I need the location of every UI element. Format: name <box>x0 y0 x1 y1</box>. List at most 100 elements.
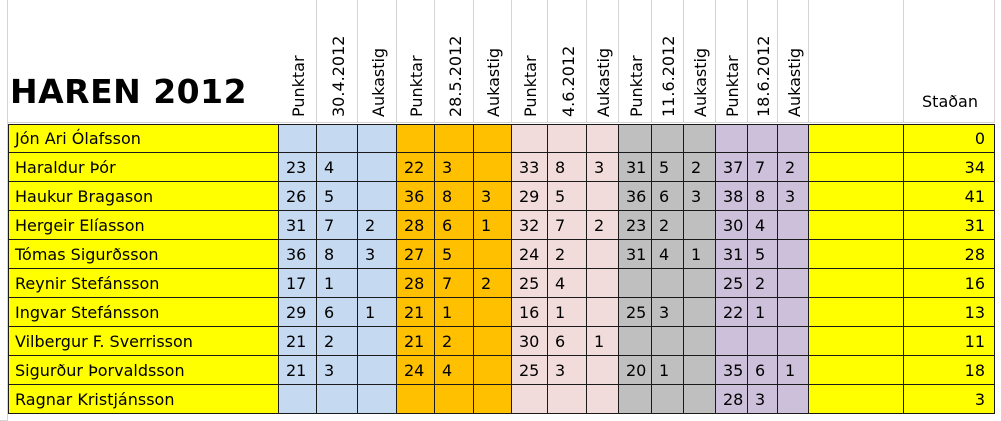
place-cell: 7 <box>317 211 358 240</box>
extra-points-cell: 3 <box>587 153 619 182</box>
standing-total: 3 <box>904 385 995 414</box>
points-cell: 30 <box>716 211 748 240</box>
standing-total: 34 <box>904 153 995 182</box>
place-cell: 5 <box>748 240 778 269</box>
points-cell <box>512 124 548 153</box>
points-cell: 31 <box>279 211 317 240</box>
extra-points-header-cell: Aukastig <box>587 0 619 123</box>
place-cell <box>435 124 474 153</box>
extra-points-cell <box>778 124 809 153</box>
extra-points-header: Aukastig <box>594 47 613 117</box>
place-cell: 1 <box>652 356 684 385</box>
place-cell: 4 <box>548 269 587 298</box>
date-header: 11.6.2012 <box>659 35 678 117</box>
place-cell: 8 <box>548 153 587 182</box>
date-header-cell: 28.5.2012 <box>435 0 474 123</box>
place-cell <box>652 124 684 153</box>
extra-points-cell <box>358 356 397 385</box>
header-cell <box>809 0 904 123</box>
extra-points-cell <box>358 269 397 298</box>
points-header: Punktar <box>407 55 426 117</box>
extra-points-cell <box>474 240 512 269</box>
blank-cell <box>809 298 904 327</box>
points-cell: 31 <box>619 153 652 182</box>
place-cell: 5 <box>435 240 474 269</box>
extra-points-cell <box>684 327 716 356</box>
date-header: 4.6.2012 <box>558 45 578 117</box>
points-cell: 29 <box>279 298 317 327</box>
points-cell: 36 <box>619 182 652 211</box>
blank-cell <box>809 327 904 356</box>
points-cell: 21 <box>397 298 435 327</box>
place-cell: 8 <box>317 240 358 269</box>
blank-cell <box>809 211 904 240</box>
points-cell: 35 <box>716 356 748 385</box>
extra-points-cell <box>474 298 512 327</box>
points-cell: 17 <box>279 269 317 298</box>
extra-points-cell <box>587 298 619 327</box>
place-cell: 4 <box>748 211 778 240</box>
place-cell <box>652 327 684 356</box>
points-cell: 23 <box>279 153 317 182</box>
points-cell: 37 <box>716 153 748 182</box>
extra-points-cell: 2 <box>684 153 716 182</box>
place-cell: 6 <box>317 298 358 327</box>
extra-points-cell <box>474 356 512 385</box>
standing-header: Staðan <box>922 92 978 111</box>
place-cell: 5 <box>317 182 358 211</box>
player-name: Haukur Bragason <box>8 182 279 211</box>
player-name: Reynir Stefánsson <box>8 269 279 298</box>
standing-total: 31 <box>904 211 995 240</box>
blank-cell <box>809 124 904 153</box>
blank-cell <box>809 182 904 211</box>
points-cell: 25 <box>619 298 652 327</box>
extra-points-cell <box>684 298 716 327</box>
place-cell: 3 <box>652 298 684 327</box>
place-cell: 4 <box>317 153 358 182</box>
place-cell <box>317 385 358 414</box>
extra-points-cell: 3 <box>474 182 512 211</box>
points-cell: 21 <box>279 356 317 385</box>
blank-cell <box>809 385 904 414</box>
date-header-cell: 30.4.2012 <box>317 0 358 123</box>
blank-cell <box>809 153 904 182</box>
place-cell: 3 <box>435 153 474 182</box>
place-cell: 5 <box>548 182 587 211</box>
extra-points-header: Aukastig <box>784 47 804 117</box>
place-cell: 3 <box>317 356 358 385</box>
date-header: 18.6.2012 <box>754 35 773 117</box>
player-name: Hergeir Elíasson <box>8 211 279 240</box>
place-cell: 1 <box>748 298 778 327</box>
date-header-cell: 11.6.2012 <box>652 0 684 123</box>
points-cell: 25 <box>512 269 548 298</box>
points-cell: 36 <box>279 240 317 269</box>
points-cell: 31 <box>716 240 748 269</box>
points-cell: 30 <box>512 327 548 356</box>
points-header: Punktar <box>723 55 742 117</box>
place-cell: 3 <box>548 356 587 385</box>
player-name: Vilbergur F. Sverrisson <box>8 327 279 356</box>
extra-points-header-cell: Aukastig <box>358 0 397 123</box>
place-cell: 1 <box>435 298 474 327</box>
points-cell: 38 <box>716 182 748 211</box>
points-cell <box>397 385 435 414</box>
standing-total: 41 <box>904 182 995 211</box>
points-cell <box>619 327 652 356</box>
points-header: Punktar <box>289 55 308 117</box>
extra-points-header: Aukastig <box>484 47 503 117</box>
place-cell: 5 <box>652 153 684 182</box>
extra-points-cell <box>474 327 512 356</box>
points-cell <box>279 124 317 153</box>
player-name: Ragnar Kristjánsson <box>8 385 279 414</box>
points-header-cell: Punktar <box>397 0 435 123</box>
place-cell: 8 <box>435 182 474 211</box>
points-cell <box>619 124 652 153</box>
place-cell <box>548 385 587 414</box>
points-cell: 26 <box>279 182 317 211</box>
points-cell: 16 <box>512 298 548 327</box>
points-cell: 23 <box>619 211 652 240</box>
extra-points-cell <box>474 153 512 182</box>
blank-cell <box>809 269 904 298</box>
place-cell: 6 <box>652 182 684 211</box>
extra-points-cell: 3 <box>684 182 716 211</box>
